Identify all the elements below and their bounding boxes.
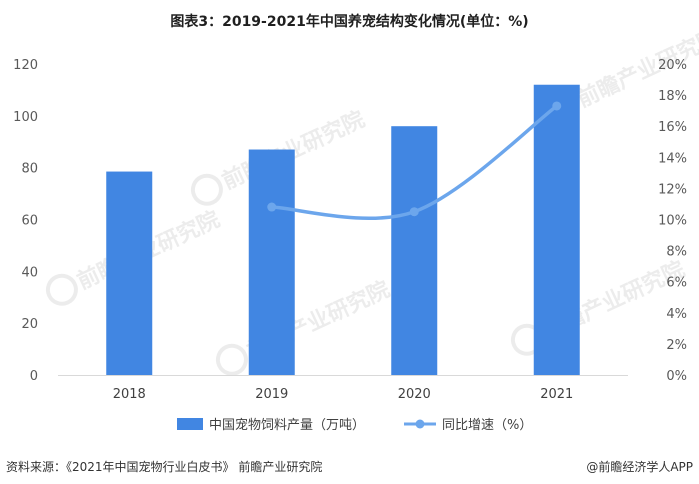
bars bbox=[106, 84, 580, 375]
left-tick-label: 20 bbox=[21, 317, 38, 332]
right-tick-label: 0% bbox=[666, 369, 687, 384]
bar-2019 bbox=[248, 149, 295, 375]
growth-line bbox=[267, 101, 562, 221]
right-tick-label: 8% bbox=[666, 245, 687, 260]
right-tick-label: 4% bbox=[666, 307, 687, 322]
x-tick-label: 2019 bbox=[255, 387, 288, 402]
right-axis: 0% 2% 4% 6% 8% 10% 12% 14% 16% 18% 20% bbox=[658, 58, 687, 384]
watermark-logo-icon bbox=[215, 343, 248, 376]
right-tick-label: 18% bbox=[658, 89, 687, 104]
left-tick-label: 0 bbox=[30, 369, 38, 384]
watermark-logo-icon bbox=[190, 173, 223, 206]
legend-bar-swatch bbox=[177, 418, 203, 430]
right-tick-label: 6% bbox=[666, 276, 687, 291]
legend-bar-label: 中国宠物饲料产量（万吨） bbox=[209, 417, 365, 433]
legend: 中国宠物饲料产量（万吨） 同比增速（%） bbox=[177, 417, 532, 433]
legend-line-marker bbox=[415, 419, 425, 429]
x-axis: 2018 2019 2020 2021 bbox=[58, 375, 628, 402]
x-tick-label: 2020 bbox=[398, 387, 431, 402]
bar-2018 bbox=[106, 171, 153, 375]
brand-credit: @前瞻经济学人APP bbox=[586, 460, 693, 474]
growth-point-2 bbox=[552, 101, 562, 111]
right-tick-label: 2% bbox=[666, 338, 687, 353]
left-tick-label: 80 bbox=[21, 162, 38, 177]
watermark-logo-icon bbox=[45, 273, 78, 306]
left-tick-label: 60 bbox=[21, 214, 38, 229]
right-tick-label: 14% bbox=[658, 151, 687, 166]
bar-2020 bbox=[391, 126, 438, 375]
x-tick-label: 2018 bbox=[113, 387, 146, 402]
watermark-4: 前瞻产业研究院 bbox=[215, 276, 394, 376]
right-tick-label: 20% bbox=[658, 58, 687, 73]
left-tick-label: 120 bbox=[13, 58, 38, 73]
x-tick-label: 2021 bbox=[540, 387, 573, 402]
right-tick-label: 10% bbox=[658, 214, 687, 229]
bar-2021 bbox=[533, 84, 580, 375]
left-tick-label: 40 bbox=[21, 265, 38, 280]
growth-point-0 bbox=[267, 202, 277, 212]
right-tick-label: 12% bbox=[658, 182, 687, 197]
left-tick-label: 100 bbox=[13, 110, 38, 125]
source-note: 资料来源：《2021年中国宠物行业白皮书》 前瞻产业研究院 bbox=[6, 460, 323, 474]
chart-title: 图表3：2019-2021年中国养宠结构变化情况(单位：%) bbox=[170, 14, 529, 30]
right-tick-label: 16% bbox=[658, 120, 687, 135]
growth-point-1 bbox=[409, 207, 419, 217]
legend-line-label: 同比增速（%） bbox=[442, 418, 532, 433]
left-axis: 0 20 40 60 80 100 120 bbox=[13, 58, 38, 384]
